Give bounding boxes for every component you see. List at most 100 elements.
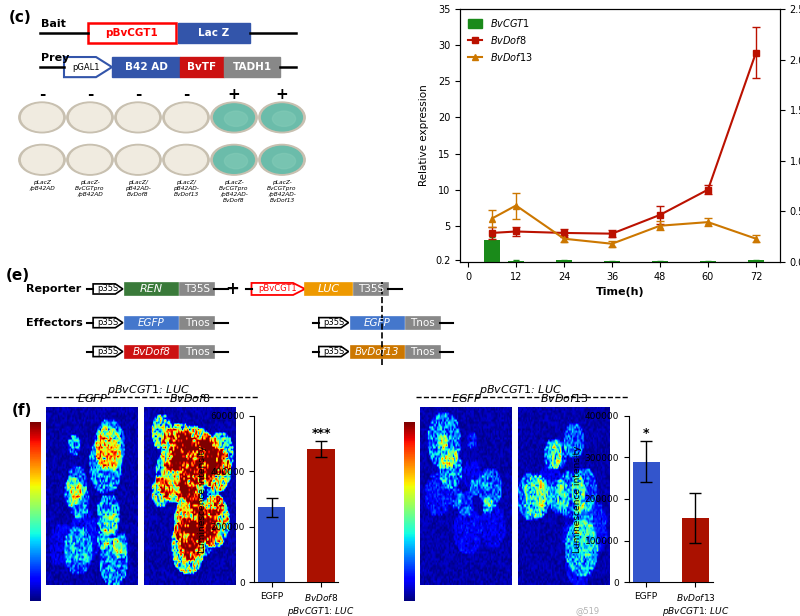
Text: +: + [228, 87, 240, 102]
Text: EGFP: EGFP [364, 318, 390, 328]
Text: Tnos: Tnos [185, 318, 210, 328]
Text: Tnos: Tnos [410, 347, 435, 357]
Legend: $\mathit{BvCGT1}$, $\mathit{BvDof8}$, $\mathit{BvDof13}$: $\mathit{BvCGT1}$, $\mathit{BvDof8}$, $\… [465, 14, 536, 66]
Circle shape [118, 104, 158, 131]
Text: p35S: p35S [323, 318, 344, 327]
Bar [484, 240, 500, 262]
Text: $\mathit{pBvCGT1}$: $\mathit{LUC}$: $\mathit{pBvCGT1}$: $\mathit{LUC}$ [106, 383, 190, 397]
FancyBboxPatch shape [112, 57, 180, 77]
FancyBboxPatch shape [406, 317, 440, 329]
FancyBboxPatch shape [350, 317, 404, 329]
Text: pLacZ
/pB42AD: pLacZ /pB42AD [29, 180, 55, 191]
Text: pBvCGT1: pBvCGT1 [258, 285, 298, 293]
Circle shape [70, 104, 110, 131]
Circle shape [262, 146, 302, 173]
Polygon shape [251, 283, 305, 295]
Circle shape [214, 104, 254, 131]
Text: LUC: LUC [318, 284, 340, 294]
Y-axis label: Luminescence intensity: Luminescence intensity [573, 445, 582, 553]
Circle shape [272, 153, 296, 169]
Circle shape [19, 144, 66, 175]
Circle shape [224, 153, 248, 169]
Text: Reporter: Reporter [26, 284, 81, 294]
FancyBboxPatch shape [125, 283, 178, 295]
Text: (c): (c) [9, 10, 31, 25]
Text: ***: *** [311, 428, 330, 440]
Polygon shape [319, 318, 349, 328]
Text: Tnos: Tnos [185, 347, 210, 357]
Text: Tnos: Tnos [410, 318, 435, 328]
Text: (f): (f) [12, 403, 32, 418]
FancyBboxPatch shape [305, 283, 353, 295]
Circle shape [67, 144, 114, 175]
Title: $\mathit{BvDof13}$: $\mathit{BvDof13}$ [540, 392, 589, 404]
Circle shape [262, 104, 302, 131]
FancyBboxPatch shape [125, 346, 178, 357]
Circle shape [118, 146, 158, 173]
Text: BvDof8: BvDof8 [133, 347, 170, 357]
Text: p35S: p35S [323, 347, 344, 356]
Text: +: + [276, 87, 288, 102]
Circle shape [214, 146, 254, 173]
Circle shape [163, 102, 210, 133]
FancyBboxPatch shape [180, 346, 214, 357]
Y-axis label: Luminescence intensity: Luminescence intensity [198, 445, 207, 553]
Text: p35S: p35S [98, 318, 118, 327]
Bar [258, 507, 286, 582]
Circle shape [272, 111, 296, 126]
Text: (e): (e) [6, 269, 30, 283]
FancyBboxPatch shape [224, 57, 280, 77]
Text: p35S: p35S [98, 347, 118, 356]
FancyBboxPatch shape [125, 317, 178, 329]
Text: pLacZ-
BvCGTpro
/pB42AD-
BvDof13: pLacZ- BvCGTpro /pB42AD- BvDof13 [267, 180, 297, 203]
FancyBboxPatch shape [350, 346, 404, 357]
Bar [682, 517, 709, 582]
Text: B42 AD: B42 AD [125, 62, 167, 72]
Text: $\mathit{pBvCGT1}$: $\mathit{LUC}$: $\mathit{pBvCGT1}$: $\mathit{LUC}$ [478, 383, 562, 397]
Text: pLacZ-
BvCGTpro
/pB42AD: pLacZ- BvCGTpro /pB42AD [75, 180, 105, 197]
Circle shape [224, 111, 248, 126]
Circle shape [22, 146, 62, 173]
Text: -: - [87, 87, 93, 102]
Text: pLacZ/
pB42AD-
BvDof8: pLacZ/ pB42AD- BvDof8 [125, 180, 151, 197]
Circle shape [115, 144, 161, 175]
Text: +: + [225, 280, 238, 298]
Title: $\mathit{EGFP}$: $\mathit{EGFP}$ [77, 392, 108, 404]
Circle shape [19, 102, 66, 133]
Text: pLacZ-
BvCGTpro
/pB42AD-
BvDof8: pLacZ- BvCGTpro /pB42AD- BvDof8 [219, 180, 249, 203]
FancyBboxPatch shape [406, 346, 440, 357]
Polygon shape [93, 318, 123, 328]
Title: $\mathit{EGFP}$: $\mathit{EGFP}$ [450, 392, 482, 404]
Text: BvDof13: BvDof13 [355, 347, 399, 357]
Text: REN: REN [140, 284, 163, 294]
Title: $\mathit{BvDof8}$: $\mathit{BvDof8}$ [169, 392, 211, 404]
Text: T35S: T35S [184, 284, 210, 294]
Circle shape [22, 104, 62, 131]
Bar [633, 461, 660, 582]
Circle shape [163, 144, 210, 175]
Bar [508, 261, 524, 262]
Bar [556, 261, 572, 262]
Text: EGFP: EGFP [138, 318, 165, 328]
Polygon shape [93, 347, 123, 357]
Text: Prey: Prey [41, 53, 69, 63]
Y-axis label: Relative expression: Relative expression [419, 84, 430, 187]
Text: T35S: T35S [358, 284, 384, 294]
Circle shape [211, 102, 258, 133]
Polygon shape [64, 57, 112, 77]
X-axis label: Time(h): Time(h) [596, 287, 644, 297]
Text: -: - [183, 87, 189, 102]
Text: Effectors: Effectors [26, 318, 82, 328]
Text: Bait: Bait [41, 18, 66, 29]
FancyBboxPatch shape [180, 317, 214, 329]
Polygon shape [93, 284, 123, 294]
Bar [748, 261, 764, 262]
Circle shape [259, 144, 306, 175]
Circle shape [166, 104, 206, 131]
Circle shape [115, 102, 161, 133]
Text: -: - [135, 87, 141, 102]
Text: pBvCGT1: pBvCGT1 [106, 28, 158, 38]
Circle shape [70, 146, 110, 173]
Circle shape [211, 144, 258, 175]
Text: BvTF: BvTF [187, 62, 217, 72]
